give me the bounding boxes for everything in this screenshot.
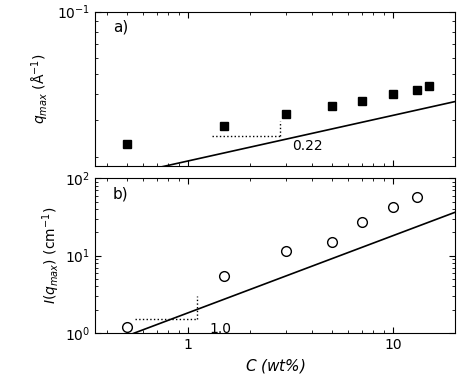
Y-axis label: $q_{max}$ (Å$^{-1}$): $q_{max}$ (Å$^{-1}$) (30, 53, 51, 124)
Text: a): a) (113, 19, 128, 34)
X-axis label: $C$ (wt%): $C$ (wt%) (245, 357, 305, 375)
Text: 1.0: 1.0 (209, 322, 231, 336)
Text: 0.22: 0.22 (292, 139, 323, 153)
Y-axis label: $I(q_{max})$ (cm$^{-1}$): $I(q_{max})$ (cm$^{-1}$) (40, 207, 62, 304)
Text: b): b) (113, 186, 128, 201)
